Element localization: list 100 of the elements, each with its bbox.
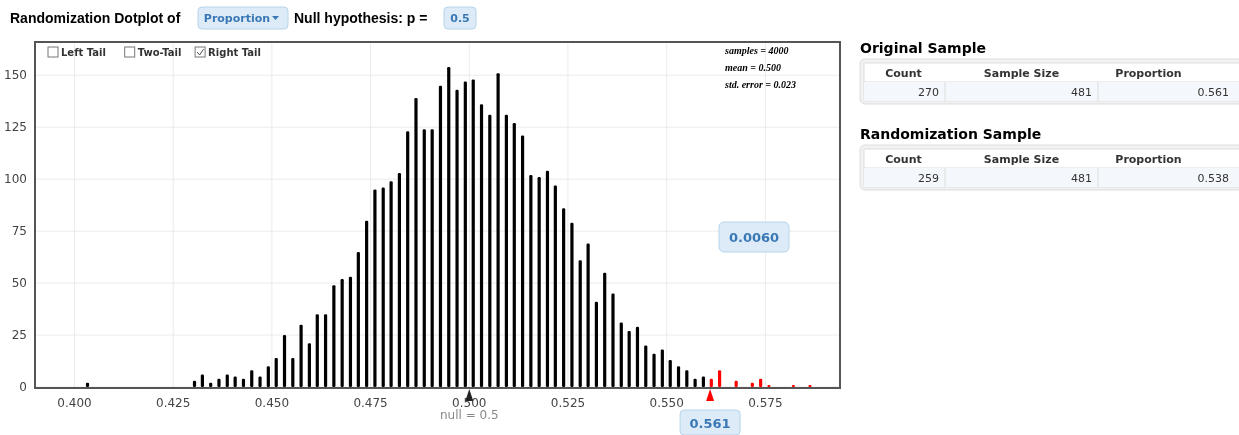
bar [603, 272, 607, 387]
bar [406, 131, 410, 387]
category-label: Proportion [1115, 153, 1182, 166]
bar [455, 89, 459, 387]
annotation: std. error = 0.023 [724, 79, 796, 90]
bar [717, 370, 722, 387]
annotation: Two-Tail [137, 47, 182, 58]
bar [496, 73, 500, 387]
category-label: Count [885, 153, 922, 166]
bar [545, 170, 550, 387]
text: Original Sample [860, 40, 986, 56]
bar [340, 278, 344, 387]
bar [570, 222, 574, 387]
bar [315, 314, 319, 387]
x-tick-label: 0.400 [57, 396, 92, 410]
bar [250, 370, 254, 387]
annotation: null = 0.5 [439, 408, 499, 422]
bar [644, 345, 648, 387]
category-label: Count [885, 67, 922, 80]
bar [430, 129, 434, 387]
bar [299, 324, 303, 387]
bar [438, 85, 443, 387]
bar [537, 177, 541, 387]
bar [635, 326, 640, 387]
bar [676, 366, 681, 387]
bar [414, 98, 418, 387]
bar [611, 293, 615, 387]
bar [233, 376, 237, 387]
text: 481 [1071, 86, 1092, 99]
bar [562, 208, 566, 387]
x-tick-label: 0.550 [649, 396, 684, 410]
bar [200, 374, 204, 387]
null-value-field: 0.5 [443, 6, 477, 30]
category-label: Sample Size [983, 67, 1060, 80]
bar [373, 189, 377, 387]
y-tick-label: 25 [11, 328, 27, 343]
bar [348, 276, 353, 387]
chart-subtitle: Null hypothesis: p = [294, 10, 428, 26]
bar [217, 378, 221, 387]
bar [504, 114, 508, 387]
bar [422, 129, 426, 387]
bar [323, 314, 328, 387]
bar [291, 357, 295, 387]
annotation: 0.561 [689, 416, 731, 431]
text: Randomization Sample [860, 126, 1042, 142]
annotation: 0.0060 [728, 230, 780, 245]
bar [225, 374, 229, 387]
bar [668, 359, 672, 387]
text: 259 [918, 172, 939, 185]
text: 481 [1071, 172, 1092, 185]
x-tick-label: 0.525 [550, 396, 586, 410]
x-tick-label: 0.425 [156, 396, 191, 410]
y-tick-label: 125 [4, 120, 27, 135]
category-label: Proportion [1115, 67, 1182, 80]
bar [332, 285, 336, 387]
y-tick-label: 0 [19, 380, 27, 394]
bar [685, 370, 689, 387]
bar [512, 123, 516, 387]
annotation: samples = 4000 [724, 45, 789, 56]
annotation: Right Tail [208, 47, 261, 58]
bar [307, 343, 311, 387]
chart-title: Randomization Dotplot of [10, 10, 181, 26]
category-label: Sample Size [983, 153, 1060, 166]
bar [266, 366, 270, 387]
annotation: mean = 0.500 [725, 62, 781, 73]
bar [397, 172, 401, 387]
bar [488, 114, 492, 387]
bar [381, 187, 385, 387]
y-tick-label: 100 [4, 172, 27, 187]
x-tick-label: 0.575 [748, 396, 783, 410]
text: 270 [918, 86, 939, 99]
proportion-dropdown: Proportion [197, 6, 289, 30]
bar [365, 220, 369, 387]
bar [619, 322, 623, 387]
x-tick-label: 0.450 [254, 396, 290, 410]
bar [660, 349, 664, 387]
y-tick-label: 75 [11, 224, 27, 239]
bar [652, 353, 656, 387]
bar [282, 335, 287, 387]
bar [701, 376, 705, 387]
bar [389, 181, 393, 387]
bar [520, 135, 525, 387]
bar [529, 175, 533, 387]
text: 0.561 [1197, 86, 1229, 99]
bar [258, 376, 262, 387]
x-tick-label: 0.475 [353, 396, 388, 410]
annotation: Left Tail [61, 47, 106, 58]
bar [479, 104, 484, 387]
bar [627, 330, 631, 387]
bar [274, 357, 278, 387]
bar [356, 251, 360, 387]
bar [447, 66, 451, 387]
y-tick-label: 150 [4, 68, 27, 83]
bar [578, 260, 582, 387]
bar [586, 243, 590, 387]
text: 0.538 [1197, 172, 1229, 185]
bar [553, 185, 557, 387]
bar [594, 301, 599, 387]
y-tick-label: 50 [11, 276, 27, 291]
x-tick-label: 0.500 [452, 396, 487, 410]
